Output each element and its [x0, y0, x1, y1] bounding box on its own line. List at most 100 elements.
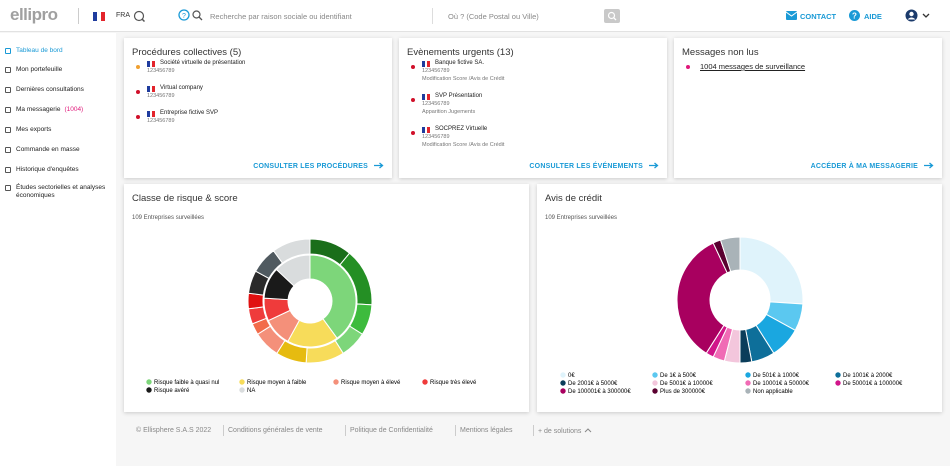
legend-label: Risque avéré [154, 388, 190, 394]
legend-label: De 1001€ à 2000€ [843, 373, 893, 379]
menu-item[interactable]: Mes exports [16, 126, 52, 133]
help-circle-icon[interactable]: ? [178, 9, 190, 21]
footer-link[interactable]: Mentions légales [460, 427, 513, 434]
menu-icon [5, 67, 11, 73]
legend-swatch [745, 388, 751, 394]
arrow [924, 162, 934, 169]
footer-separator [533, 425, 534, 436]
footer-link[interactable]: + de solutions [538, 427, 592, 435]
unread-badge: (1004) [64, 106, 84, 113]
arrow-icon [924, 162, 934, 169]
legend-swatch [652, 380, 658, 386]
donut-segment [272, 238, 311, 264]
menu-item[interactable]: Tableau de bord [16, 47, 63, 54]
flag-stripe [147, 61, 150, 67]
summary-card: Messages non lus 1004 messages de surveil… [674, 38, 942, 178]
menu-item[interactable]: Études sectorielles et analyses économiq… [16, 184, 106, 199]
legend-swatch [745, 380, 751, 386]
card-link[interactable]: ACCÉDER À MA MESSAGERIE [810, 163, 918, 170]
flag-stripe [147, 111, 150, 117]
arrow [374, 162, 384, 169]
legend-label: De 2001€ à 5000€ [568, 381, 618, 387]
company-id: 123456789 [422, 134, 450, 140]
flag-stripe [152, 86, 156, 92]
legend-swatch [239, 379, 245, 385]
event-note: Modification Score /Avis de Crédit [422, 142, 505, 148]
flag-stripe [149, 111, 153, 117]
card-title: Messages non lus [682, 47, 759, 58]
flag-icon [422, 127, 431, 133]
company-name[interactable]: SVP Présentation [435, 93, 483, 99]
menu-item[interactable]: Commande en masse [16, 146, 80, 153]
company-id: 123456789 [147, 93, 175, 99]
summary-card: Procédures collectives (5) Société virtue… [124, 38, 392, 178]
contact-link[interactable]: CONTACT [800, 12, 837, 21]
message-link[interactable]: 1004 messages de surveillance [700, 62, 806, 71]
card-link[interactable]: CONSULTER LES ÉVÉNEMENTS [529, 163, 643, 170]
card-link[interactable]: CONSULTER LES PROCÉDURES [253, 163, 368, 170]
search-button[interactable] [604, 9, 620, 23]
legend-label: NA [247, 388, 255, 394]
svg-text:?: ? [852, 12, 857, 21]
menu-item[interactable]: Dernières consultations [16, 86, 84, 93]
menu-icon [5, 87, 11, 93]
footer-link[interactable]: Politique de Confidentialité [350, 427, 433, 434]
flag-stripe [427, 94, 431, 100]
donut-chart: Risque faible à quasi nul Risque moyen à … [146, 238, 477, 394]
flag-stripe [424, 127, 428, 133]
arrow-icon [649, 162, 659, 169]
status-dot [411, 65, 415, 69]
company-name[interactable]: Entreprise fictive SVP [160, 110, 219, 116]
search-input[interactable]: Recherche par raison sociale ou identifi… [210, 12, 352, 21]
flag-stripe [424, 94, 428, 100]
help-icon: ? [849, 10, 860, 21]
flag-stripe [422, 127, 425, 133]
company-name[interactable]: SOCPREZ Virtuelle [435, 126, 488, 132]
donut-segment [309, 254, 357, 339]
search-icon [607, 11, 617, 21]
user-menu[interactable] [905, 9, 931, 22]
arrow-icon [374, 162, 384, 169]
event-note: Modification Score /Avis de Crédit [422, 76, 505, 82]
legend-swatch [146, 379, 152, 385]
donut-segment [739, 236, 804, 305]
summary-card: Evènements urgents (13) Banque fictive SA… [399, 38, 667, 178]
flag-stripe [427, 61, 431, 67]
flag-icon [93, 12, 105, 21]
legend-label: De 50001€ à 100000€ [843, 381, 903, 387]
menu-item[interactable]: Ma messagerie (1004) [16, 106, 84, 113]
menu-icon [5, 185, 11, 191]
location-input[interactable]: Où ? (Code Postal ou Ville) [448, 12, 539, 21]
legend-swatch [835, 372, 841, 378]
legend-swatch [835, 380, 841, 386]
company-name[interactable]: Société virtuelle de présentation [160, 60, 246, 66]
legend-swatch [239, 387, 245, 393]
legend-label: De 501€ à 1000€ [753, 373, 800, 379]
sidebar: Tableau de bord Mon portefeuille Dernières… [0, 33, 116, 466]
logo[interactable]: ellipro [10, 5, 58, 24]
legend-label: De 100001€ à 300000€ [568, 389, 631, 395]
flag-stripe [427, 127, 431, 133]
search-icon [192, 10, 203, 21]
legend-label: 0€ [568, 373, 575, 379]
card-title: Evènements urgents (13) [407, 47, 514, 58]
company-name[interactable]: Banque fictive SA. [435, 60, 485, 66]
menu-item[interactable]: Mon portefeuille [16, 66, 63, 73]
flag-icon [422, 94, 431, 100]
country-code[interactable]: FRA [116, 12, 130, 19]
status-dot [411, 98, 415, 102]
card-title: Procédures collectives (5) [132, 47, 242, 58]
globe-icon[interactable] [133, 10, 145, 22]
status-dot [411, 131, 415, 135]
legend-label: De 5001€ à 10000€ [660, 381, 713, 387]
legend-swatch [560, 372, 566, 378]
legend-swatch [333, 379, 339, 385]
legend-swatch [745, 372, 751, 378]
chart-title: Classe de risque & score [132, 193, 238, 204]
help-link[interactable]: AIDE [864, 12, 882, 21]
footer-link[interactable]: Conditions générales de vente [228, 427, 323, 434]
status-dot [136, 115, 140, 119]
company-name[interactable]: Virtual company [160, 85, 203, 91]
menu-item[interactable]: Historique d'enquêtes [16, 166, 79, 173]
